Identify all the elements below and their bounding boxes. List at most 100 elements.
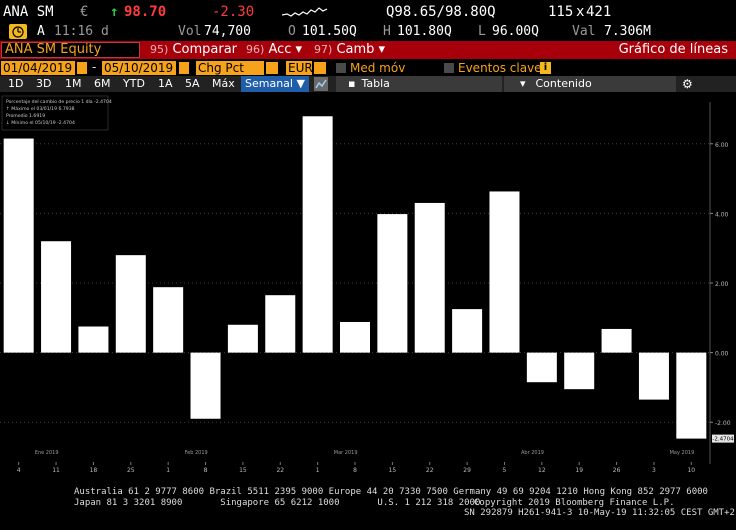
bar[interactable]: [489, 191, 520, 353]
footer-contacts-1: Australia 61 2 9777 8600 Brazil 5511 239…: [74, 487, 708, 497]
x-tick-label: 3: [652, 467, 656, 474]
y-tick-label: 4.00: [715, 211, 729, 218]
footer-contacts-2: Japan 81 3 3201 8900 Singapore 65 6212 1…: [74, 498, 481, 508]
month-label: May 2019: [670, 450, 695, 456]
month-label: Feb 2019: [185, 450, 208, 456]
bar[interactable]: [564, 352, 595, 390]
bar[interactable]: [302, 116, 333, 353]
bar[interactable]: [190, 352, 221, 419]
low-value: 96.00Q: [492, 24, 539, 39]
tab-ytd[interactable]: YTD: [123, 77, 145, 90]
frequency-select[interactable]: Semanal ▼: [241, 76, 309, 92]
ticker[interactable]: ANA SM: [3, 4, 54, 20]
x-tick-label: 19: [575, 467, 583, 474]
alert-icon[interactable]: [9, 24, 27, 39]
open-label: O: [288, 24, 296, 39]
x-tick-label: 25: [127, 467, 135, 474]
key-events-checkbox[interactable]: [444, 63, 454, 73]
bid-ask: Q98.65/98.80Q: [386, 4, 496, 20]
quote-stats: A 11:16 d Vol 74,700 O 101.50Q H 101.80Q…: [0, 23, 736, 41]
x-tick-label: 8: [204, 467, 208, 474]
x-tick-label: 1: [166, 467, 170, 474]
bar[interactable]: [3, 138, 34, 353]
month-label: Abr 2019: [521, 450, 544, 456]
security-input[interactable]: ANA SM Equity: [1, 42, 140, 58]
bar[interactable]: [638, 352, 669, 400]
calendar-icon[interactable]: [77, 62, 87, 74]
gear-icon[interactable]: ⚙: [682, 77, 693, 91]
chevron-down-icon[interactable]: [266, 62, 278, 74]
quote-time: 11:16 d: [54, 24, 109, 39]
legend-entry: Promedio 1.6919: [6, 113, 45, 119]
bar[interactable]: [227, 324, 258, 353]
chart-type-title: Gráfico de líneas: [618, 42, 728, 57]
content-tab[interactable]: ▾ Contenido: [504, 76, 676, 92]
table-tab[interactable]: ▪ Tabla: [336, 76, 502, 92]
x-tick-label: 1: [316, 467, 320, 474]
last-value-label: -2.4704: [712, 437, 734, 443]
x-tick-label: 11: [52, 467, 60, 474]
bar[interactable]: [452, 309, 483, 353]
y-tick-label: 2.00: [715, 281, 729, 288]
compare-button[interactable]: 95) Comparar: [150, 42, 238, 57]
bar-chart[interactable]: 4 11 18 25 1 8 15 22 1 8 15 22 29 5 12 19 26 3 10 Ene 2019 F…: [0, 94, 736, 488]
calendar-icon[interactable]: [179, 62, 189, 74]
bar[interactable]: [377, 214, 408, 353]
tab-1a[interactable]: 1A: [158, 77, 173, 90]
bar[interactable]: [41, 241, 72, 353]
chevron-down-icon: ▾: [378, 42, 386, 57]
key-events-label: Eventos clave: [458, 61, 542, 75]
bar[interactable]: [340, 321, 370, 353]
line-chart-icon[interactable]: [314, 77, 328, 91]
x-tick-label: 22: [426, 467, 434, 474]
ask-size: 421: [586, 4, 612, 20]
start-date-field[interactable]: 01/04/2019: [1, 61, 75, 75]
chart-controls: 01/04/2019 - 05/10/2019 Chg Pct 1D EUR M…: [0, 60, 736, 89]
bar[interactable]: [676, 352, 707, 439]
bar[interactable]: [115, 255, 146, 353]
chevron-down-icon: ▾: [520, 77, 526, 90]
info-icon[interactable]: i: [540, 62, 551, 74]
tab-3d[interactable]: 3D: [36, 77, 52, 90]
x-tick-label: 8: [353, 467, 357, 474]
quote-header: ANA SM € ↑ 98.70 -2.30 Q98.65/98.80Q 115…: [0, 0, 736, 24]
actions-button[interactable]: 96) Acc ▾: [246, 42, 303, 57]
tab-max[interactable]: Máx: [212, 77, 235, 90]
bar[interactable]: [78, 326, 109, 353]
footer-copyright: Copyright 2019 Bloomberg Finance L.P.: [474, 498, 675, 508]
high-label: H: [383, 24, 391, 39]
currency-select[interactable]: EUR: [286, 61, 313, 75]
y-tick-label: 0.00: [715, 351, 729, 358]
month-label: Mar 2019: [334, 450, 358, 456]
month-label: Ene 2019: [35, 450, 59, 456]
change-button[interactable]: 97) Camb ▾: [314, 42, 386, 57]
bar[interactable]: [265, 295, 296, 353]
chart-mode-select[interactable]: Chg Pct 1D: [196, 61, 264, 89]
last-value-flag: [712, 434, 734, 443]
x-tick-label: 26: [613, 467, 621, 474]
bar[interactable]: [414, 202, 445, 353]
currency-symbol: €: [80, 4, 89, 20]
tab-1m[interactable]: 1M: [65, 77, 82, 90]
moving-avg-label: Med móv: [350, 61, 406, 75]
bar[interactable]: [526, 352, 557, 383]
vol-value: 74,700: [204, 24, 251, 39]
table-icon: ▪: [348, 77, 356, 90]
legend-entry: ↑ Máximo el 03/01/19 6.7938: [6, 105, 75, 112]
date-range-dash: -: [92, 60, 97, 74]
bar[interactable]: [601, 328, 632, 353]
val-label: Val: [572, 24, 596, 39]
y-tick-label: 6.00: [715, 142, 729, 149]
chevron-down-icon[interactable]: [314, 62, 326, 74]
legend-entry: Porcentaje del cambio de precio 1 día -2…: [6, 98, 112, 105]
bar[interactable]: [153, 287, 184, 353]
moving-avg-checkbox[interactable]: [336, 63, 346, 73]
tab-6m[interactable]: 6M: [94, 77, 111, 90]
x-tick-label: 29: [463, 467, 471, 474]
tab-1d[interactable]: 1D: [8, 77, 24, 90]
vol-label: Vol: [178, 24, 202, 39]
alert-letter: A: [37, 24, 45, 39]
end-date-field[interactable]: 05/10/2019: [102, 61, 176, 75]
tab-5a[interactable]: 5A: [185, 77, 200, 90]
low-label: L: [478, 24, 486, 39]
